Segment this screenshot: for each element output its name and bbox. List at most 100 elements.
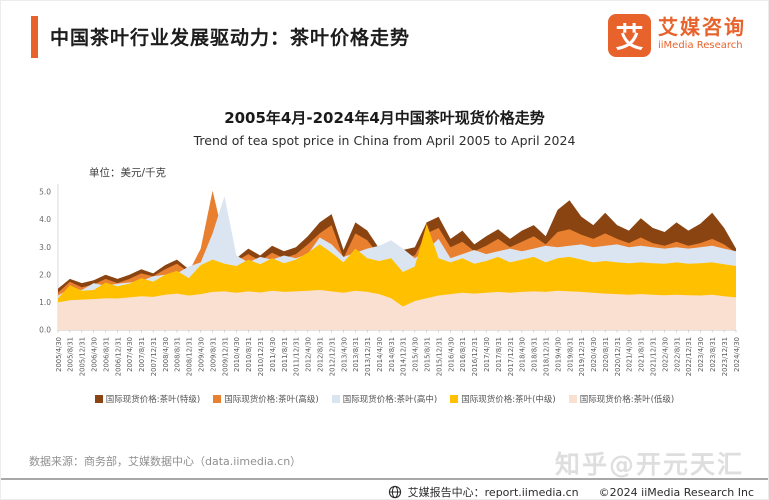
data-source-note: 数据来源：商务部，艾媒数据中心（data.iimedia.cn）: [29, 455, 302, 468]
x-axis-label: 2012/8/31: [316, 337, 324, 372]
legend-swatch: [568, 395, 577, 403]
x-axis-label: 2008/4/30: [162, 337, 170, 372]
y-axis-label: 4.0: [39, 215, 51, 224]
legend-item: 国际现货价格:茶叶(低级): [568, 393, 675, 405]
x-axis-label: 2019/12/31: [578, 337, 586, 376]
x-axis-label: 2006/4/30: [90, 337, 98, 372]
x-axis-label: 2017/8/31: [495, 337, 503, 372]
x-axis-label: 2005/12/31: [79, 337, 87, 376]
y-axis-label: 2.0: [39, 270, 51, 279]
y-axis-label: 1.0: [39, 298, 51, 307]
title-accent-bar: [31, 16, 38, 58]
x-axis-label: 2023/8/31: [709, 337, 717, 372]
footer-divider: [1, 478, 768, 480]
x-axis-label: 2018/4/30: [519, 337, 527, 372]
x-axis-label: 2006/12/31: [114, 337, 122, 376]
x-axis-label: 2017/4/30: [483, 337, 491, 372]
iimedia-logo-icon: 艾: [608, 14, 651, 57]
legend-swatch: [94, 395, 103, 403]
x-axis-label: 2010/4/30: [233, 337, 241, 372]
report-center-link[interactable]: 艾媒报告中心：report.iimedia.cn: [407, 486, 579, 499]
x-axis-label: 2013/4/30: [340, 337, 348, 372]
x-axis-label: 2019/4/30: [554, 337, 562, 372]
x-axis-label: 2020/12/31: [614, 337, 622, 376]
legend-label: 国际现货价格:茶叶(高级): [224, 395, 319, 405]
x-axis-label: 2009/4/30: [198, 337, 206, 372]
x-axis-label: 2007/4/30: [126, 337, 134, 372]
copyright-text: ©2024 iiMedia Research Inc: [598, 485, 754, 499]
y-axis-label: 0.0: [39, 326, 51, 335]
x-axis-label: 2008/12/31: [186, 337, 194, 376]
logo-name-en: iiMedia Research: [658, 40, 743, 51]
x-axis-label: 2012/4/30: [305, 337, 313, 372]
area-series: [58, 290, 736, 330]
x-axis-label: 2014/4/30: [376, 337, 384, 372]
x-axis-label: 2017/12/31: [507, 337, 515, 376]
x-axis-label: 2008/8/31: [174, 337, 182, 372]
x-axis-label: 2021/12/31: [650, 337, 658, 376]
x-axis-label: 2022/4/30: [661, 337, 669, 372]
legend-swatch: [450, 395, 459, 403]
watermark: 知乎@开元天汇: [554, 450, 744, 479]
x-axis-label: 2018/12/31: [542, 337, 550, 376]
x-axis-label: 2014/12/31: [400, 337, 408, 376]
x-axis-label: 2009/8/31: [209, 337, 217, 372]
x-axis-label: 2007/12/31: [150, 337, 158, 376]
x-axis-label: 2016/12/31: [471, 337, 479, 376]
x-axis-label: 2013/8/31: [352, 337, 360, 372]
x-axis-label: 2023/4/30: [697, 337, 705, 372]
x-axis-label: 2006/8/31: [102, 337, 110, 372]
legend-item: 国际现货价格:茶叶(高级): [213, 393, 319, 405]
x-axis-label: 2011/8/31: [281, 337, 289, 372]
x-axis-label: 2021/8/31: [638, 337, 646, 372]
x-axis-label: 2011/12/31: [293, 337, 301, 376]
x-axis-label: 2016/4/30: [447, 337, 455, 372]
x-axis-label: 2021/4/30: [626, 337, 634, 372]
logo-name-cn: 艾媒咨询: [658, 15, 746, 39]
x-axis-label: 2005/4/30: [55, 337, 63, 372]
x-axis-label: 2014/8/31: [388, 337, 396, 372]
legend-label: 国际现货价格:茶叶(高中): [342, 395, 438, 405]
globe-icon: [388, 485, 401, 499]
legend-swatch: [213, 395, 222, 403]
legend-item: 国际现货价格:茶叶(中级): [450, 393, 556, 405]
y-axis-label: 3.0: [39, 243, 51, 252]
x-axis-label: 2015/4/30: [412, 337, 420, 372]
x-axis-label: 2013/12/31: [364, 337, 372, 376]
x-axis-label: 2010/12/31: [257, 337, 265, 376]
iimedia-logo: 艾 艾媒咨询 iiMedia Research: [608, 14, 746, 57]
x-axis-label: 2018/8/31: [531, 337, 539, 372]
x-axis-label: 2020/4/30: [590, 337, 598, 372]
x-axis-label: 2020/8/31: [602, 337, 610, 372]
x-axis-label: 2016/8/31: [459, 337, 467, 372]
x-axis-label: 2012/12/31: [328, 337, 336, 376]
legend-item: 国际现货价格:茶叶(高中): [331, 393, 438, 405]
chart-legend: 国际现货价格:茶叶(特级) 国际现货价格:茶叶(高级) 国际现货价格:茶叶(高中) 国…: [1, 393, 768, 405]
tea-price-area-chart: 0.0 1.0 2.0 3.0 4.0 5.0 2005/4/30 2005/8/31 2005…: [39, 183, 741, 376]
x-axis-label: 2009/12/31: [221, 337, 229, 376]
legend-item: 国际现货价格:茶叶(特级): [94, 393, 201, 405]
chart-title: 2005年4月-2024年4月中国茶叶现货价格走势: [224, 109, 545, 127]
y-axis-label: 5.0: [39, 188, 51, 197]
legend-label: 国际现货价格:茶叶(中级): [461, 395, 556, 405]
x-axis-label: 2010/8/31: [245, 337, 253, 372]
x-axis-label: 2022/8/31: [673, 337, 681, 372]
chart-subtitle: Trend of tea spot price in China from Ap…: [193, 133, 576, 148]
x-axis-label: 2005/8/31: [67, 337, 75, 372]
x-axis-label: 2015/12/31: [435, 337, 443, 376]
x-axis-label: 2022/12/31: [685, 337, 693, 376]
x-axis-label: 2023/12/31: [721, 337, 729, 376]
legend-label: 国际现货价格:茶叶(低级): [579, 395, 675, 405]
footer-bar: 艾媒报告中心：report.iimedia.cn ©2024 iiMedia R…: [388, 484, 754, 499]
legend-swatch: [331, 395, 340, 403]
legend-label: 国际现货价格:茶叶(特级): [105, 395, 201, 405]
x-axis-label: 2015/8/31: [424, 337, 432, 372]
page-title: 中国茶叶行业发展驱动力：茶叶价格走势: [50, 27, 411, 49]
iimedia-logo-text: 艾媒咨询 iiMedia Research: [658, 14, 746, 52]
x-axis-label: 2007/8/31: [138, 337, 146, 372]
x-axis-label: 2019/8/31: [566, 337, 574, 372]
x-axis-label: 2024/4/30: [733, 337, 741, 372]
unit-label: 单位：美元/千克: [89, 167, 167, 179]
x-axis-label: 2011/4/30: [269, 337, 277, 372]
